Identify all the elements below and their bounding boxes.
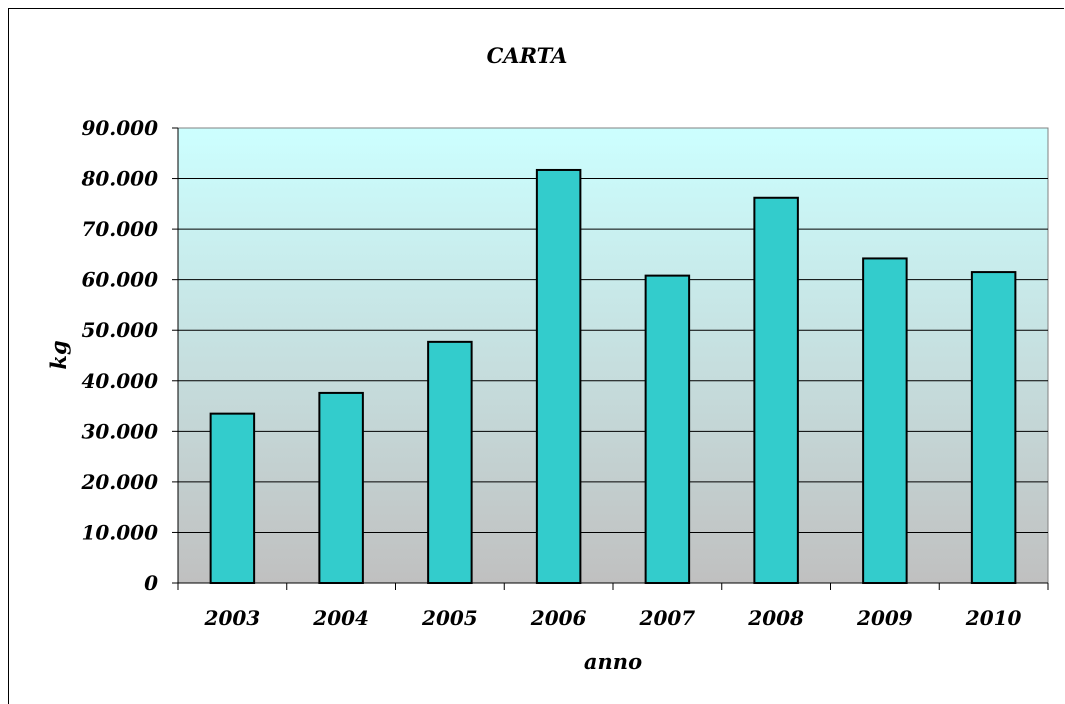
bar-2010: [970, 271, 1017, 584]
bar-2003: [209, 412, 256, 584]
y-tick-label: 40.000: [81, 369, 158, 393]
bar-2009: [862, 257, 908, 584]
bar-2004: [318, 391, 364, 584]
x-tick-label: 2008: [747, 606, 804, 630]
y-tick-label: 30.000: [81, 419, 158, 443]
y-tick-label: 0: [144, 571, 158, 595]
y-tick-labels: 0 10.000 20.000 30.000 40.000 50.000 60.000 70.…: [80, 116, 158, 595]
chart-title: CARTA: [487, 43, 568, 68]
x-tick-label: 2005: [421, 606, 478, 630]
bars: [209, 168, 1017, 584]
y-tick-label: 20.000: [80, 470, 158, 494]
y-tick-label: 80.000: [80, 167, 158, 191]
y-tick-label: 50.000: [81, 318, 158, 342]
x-tick-labels: 2003 2004 2005 2006 2007 2008 2009 2010: [204, 606, 1022, 630]
bar-2008: [753, 196, 799, 584]
y-tick-label: 90.000: [81, 116, 158, 140]
axes: [172, 127, 1049, 590]
x-tick-label: 2009: [856, 606, 913, 630]
plot-area: [177, 127, 1049, 584]
x-tick-label: 2003: [204, 606, 261, 630]
bar-2007: [644, 274, 691, 584]
bar-2006: [535, 168, 582, 584]
x-tick-label: 2004: [312, 606, 369, 630]
bar-2005: [427, 340, 473, 584]
x-axis-label: anno: [584, 649, 642, 674]
y-tick-label: 70.000: [81, 217, 158, 241]
y-axis-label: kg: [46, 340, 71, 369]
x-tick-label: 2006: [530, 606, 587, 630]
y-tick-label: 10.000: [81, 520, 158, 544]
y-tick-label: 60.000: [81, 268, 158, 292]
x-tick-label: 2007: [639, 606, 696, 630]
x-tick-label: 2010: [965, 606, 1022, 630]
